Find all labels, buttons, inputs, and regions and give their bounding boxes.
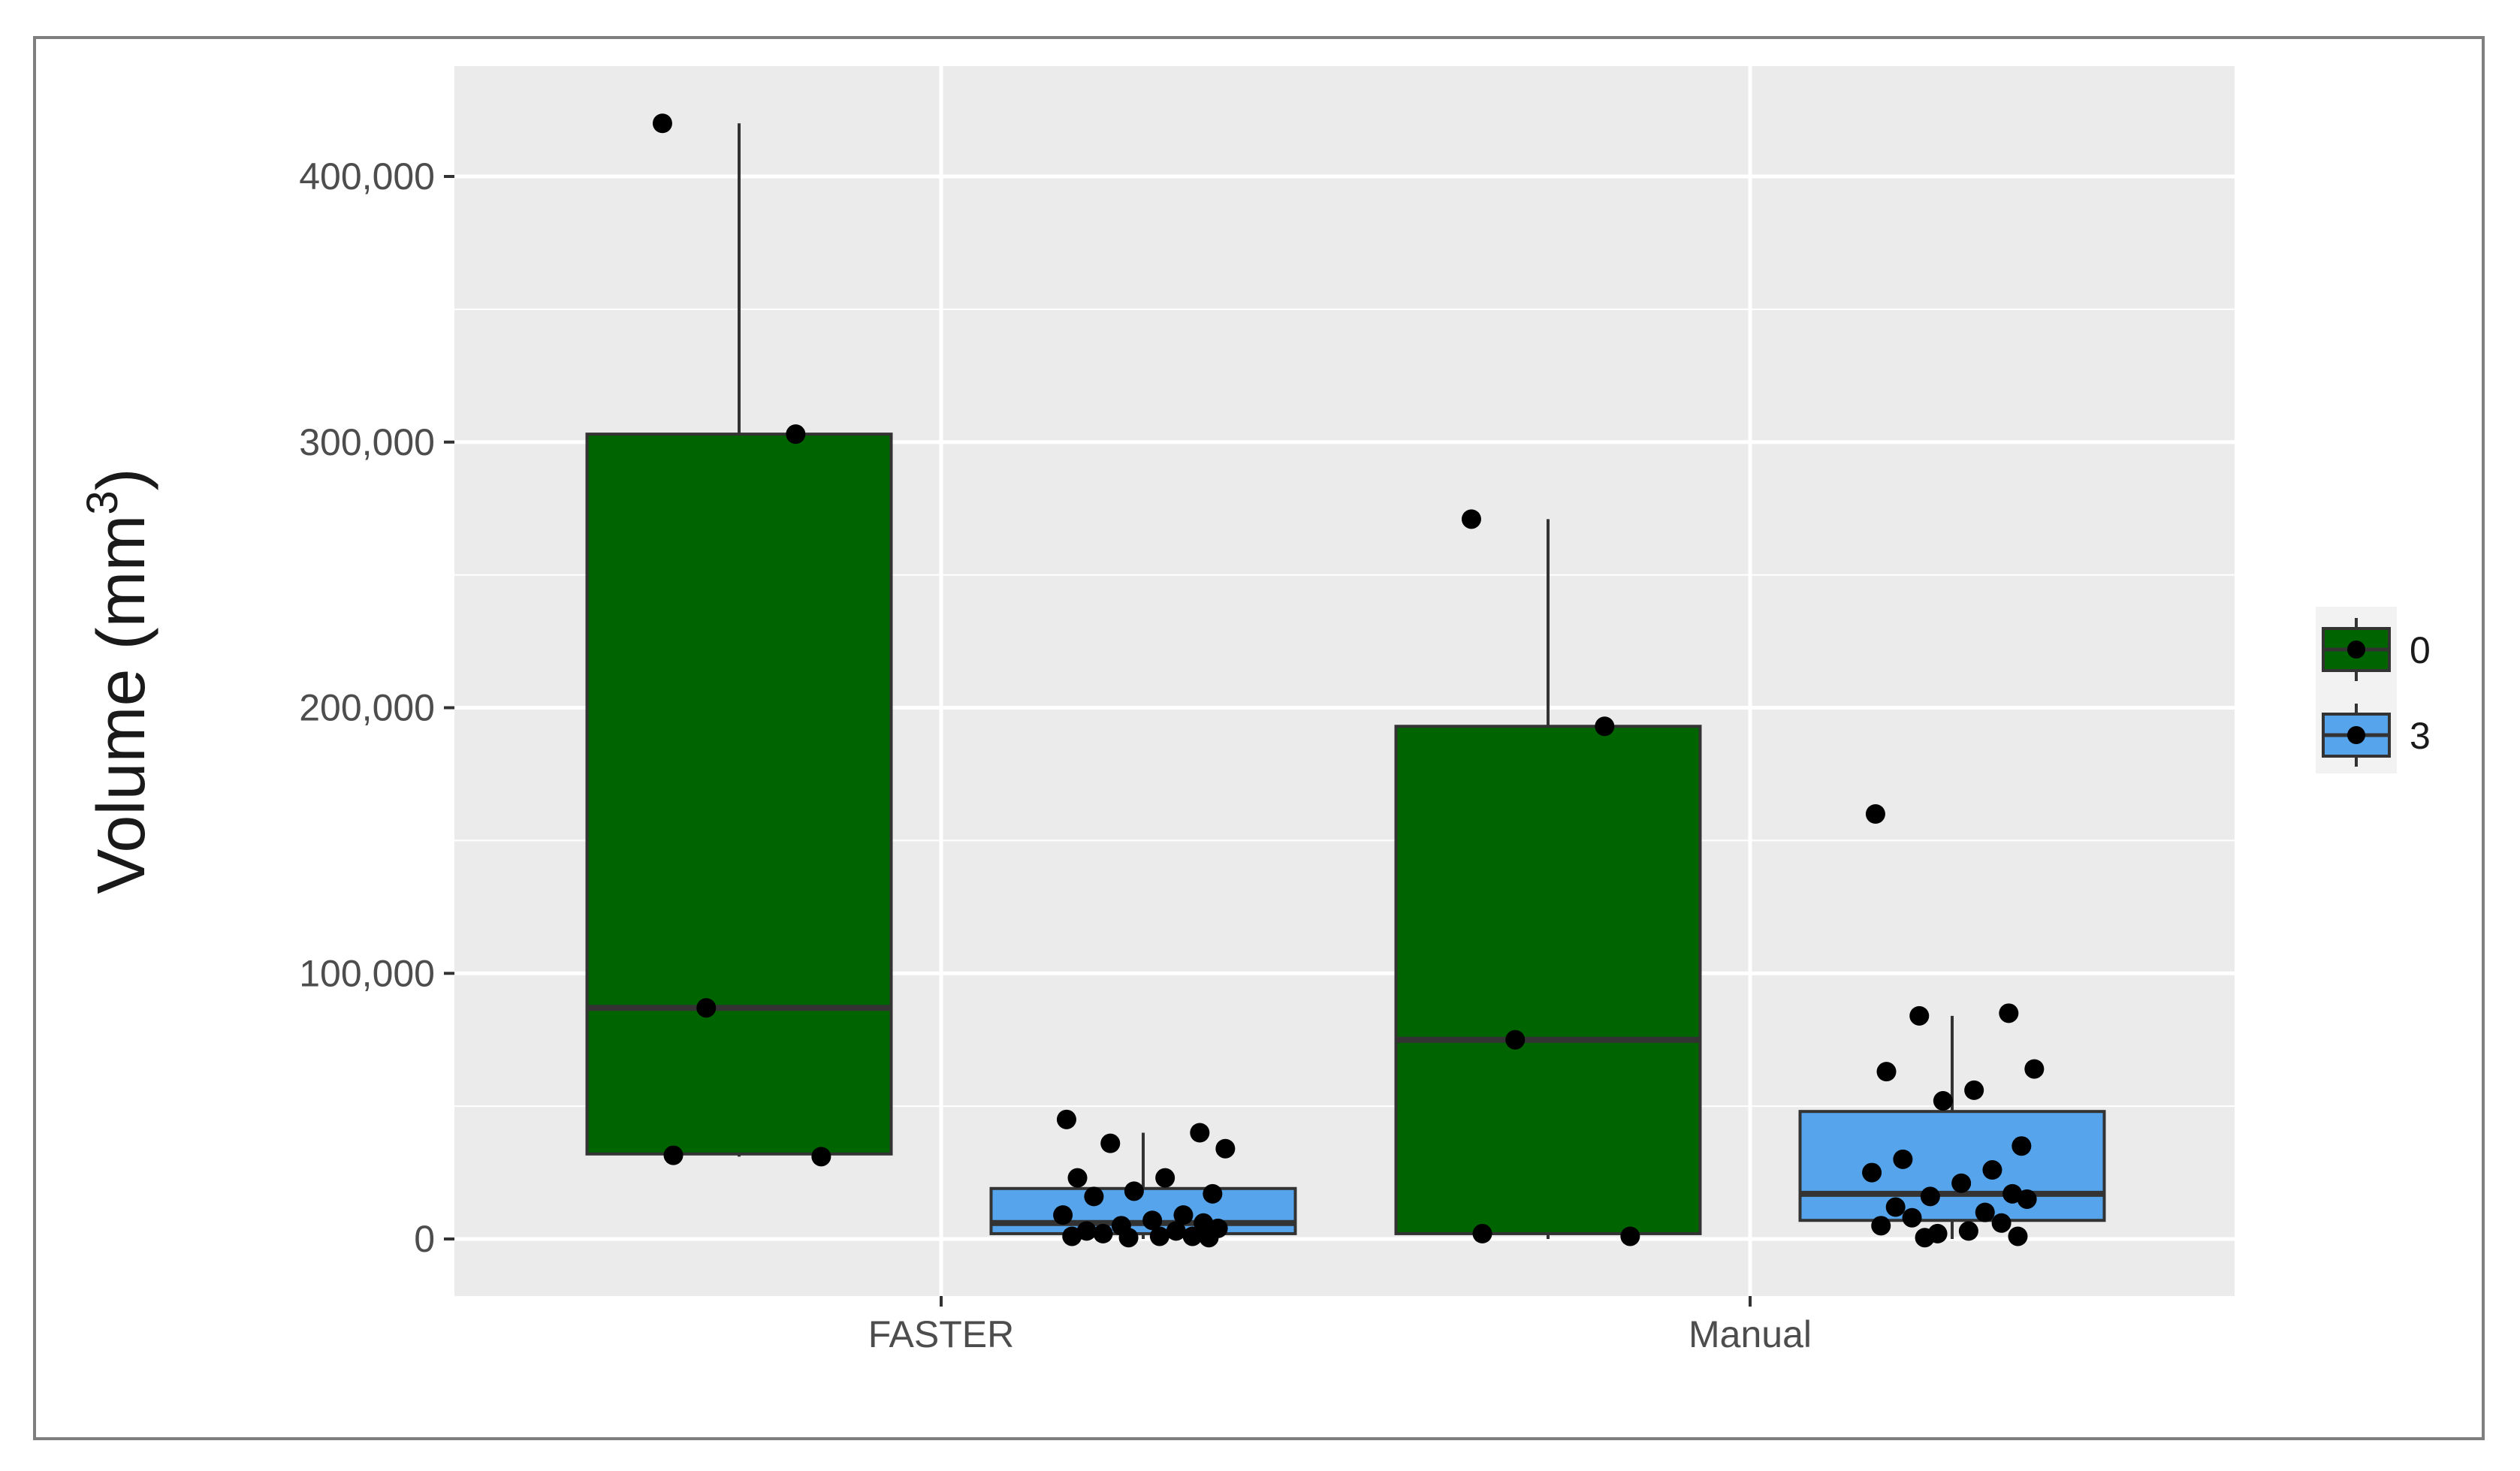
legend-point bbox=[2347, 641, 2365, 659]
data-point bbox=[696, 998, 717, 1018]
data-point bbox=[1053, 1205, 1073, 1225]
data-point bbox=[1142, 1210, 1163, 1231]
data-point bbox=[1203, 1183, 1223, 1204]
data-point bbox=[2024, 1059, 2045, 1079]
data-point bbox=[1958, 1221, 1978, 1241]
data-point bbox=[1876, 1062, 1897, 1082]
legend-label: 0 bbox=[2410, 629, 2431, 671]
data-point bbox=[1166, 1221, 1186, 1241]
data-point bbox=[1173, 1205, 1194, 1225]
data-point bbox=[1149, 1226, 1169, 1246]
data-point bbox=[2017, 1189, 2037, 1209]
data-point bbox=[2008, 1226, 2028, 1246]
data-point bbox=[1951, 1173, 1972, 1193]
data-point bbox=[1062, 1226, 1082, 1246]
x-tick-label: Manual bbox=[1689, 1313, 1812, 1355]
data-point bbox=[1093, 1223, 1113, 1243]
x-axis: FASTER Manual bbox=[868, 1296, 1812, 1355]
data-point bbox=[1933, 1091, 1953, 1111]
data-point bbox=[1182, 1226, 1203, 1246]
data-point bbox=[1472, 1223, 1492, 1243]
box-layer bbox=[585, 123, 2106, 1239]
y-tick-label: 0 bbox=[414, 1218, 435, 1260]
data-point bbox=[1991, 1213, 2011, 1233]
point-layer bbox=[652, 113, 2045, 1248]
data-point bbox=[1084, 1186, 1104, 1207]
data-point bbox=[652, 113, 672, 134]
data-point bbox=[1215, 1138, 1236, 1159]
y-tick-label: 100,000 bbox=[299, 952, 435, 994]
data-point bbox=[811, 1147, 831, 1167]
y-tick-label: 300,000 bbox=[299, 421, 435, 463]
data-point bbox=[1902, 1207, 1922, 1228]
y-axis-label-close: ) bbox=[84, 468, 159, 490]
data-point bbox=[1199, 1228, 1219, 1248]
data-point bbox=[786, 424, 806, 445]
data-point bbox=[1893, 1149, 1913, 1169]
data-point bbox=[1964, 1080, 1984, 1100]
y-tick-label: 400,000 bbox=[299, 155, 435, 197]
x-tick-label: FASTER bbox=[868, 1313, 1014, 1355]
data-point bbox=[1595, 716, 1615, 737]
data-point bbox=[1920, 1186, 1940, 1207]
legend-point bbox=[2347, 726, 2365, 744]
data-point bbox=[1067, 1168, 1088, 1188]
data-point bbox=[1871, 1216, 1891, 1236]
data-point bbox=[1999, 1003, 2019, 1023]
y-tick-label: 200,000 bbox=[299, 687, 435, 729]
y-axis: 0 100,000 200,000 300,000 400,000 bbox=[299, 155, 454, 1260]
box-manual-0 bbox=[1394, 725, 1702, 1235]
y-axis-label: Volume (mm3) bbox=[78, 468, 159, 894]
data-point bbox=[1982, 1160, 2002, 1180]
legend-label: 3 bbox=[2410, 715, 2431, 757]
data-point bbox=[1056, 1109, 1076, 1129]
box-manual-3 bbox=[1798, 1110, 2106, 1222]
y-axis-label-main: Volume (mm bbox=[84, 515, 159, 894]
data-point bbox=[1975, 1202, 1995, 1222]
box-faster-3 bbox=[989, 1186, 1297, 1235]
data-point bbox=[1124, 1181, 1144, 1201]
data-point bbox=[1885, 1197, 1906, 1217]
data-point bbox=[1915, 1228, 1935, 1248]
data-point bbox=[1190, 1123, 1210, 1143]
data-point bbox=[1620, 1226, 1640, 1246]
data-point bbox=[2011, 1136, 2032, 1156]
data-point bbox=[663, 1145, 684, 1165]
data-point bbox=[1461, 509, 1481, 529]
data-point bbox=[1118, 1228, 1139, 1248]
data-point bbox=[1100, 1133, 1121, 1153]
data-point bbox=[1505, 1029, 1526, 1050]
data-point bbox=[1862, 1162, 1882, 1183]
y-axis-label-superscript: 3 bbox=[78, 490, 127, 514]
data-point bbox=[1865, 804, 1885, 824]
data-point bbox=[1909, 1005, 1930, 1026]
data-point bbox=[1155, 1168, 1175, 1188]
legend: 03 bbox=[2316, 607, 2431, 773]
box-faster-0 bbox=[585, 433, 893, 1156]
